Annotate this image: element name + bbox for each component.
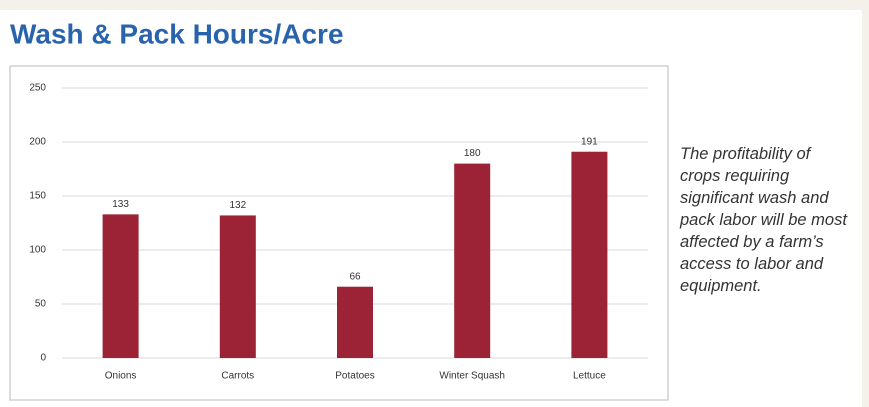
value-label: 66 [349, 271, 361, 282]
x-tick-label: Carrots [221, 371, 254, 382]
x-tick-label: Winter Squash [439, 371, 505, 382]
x-tick-label: Onions [105, 371, 137, 382]
bar [219, 215, 256, 358]
y-tick-label: 150 [29, 191, 46, 202]
y-tick-label: 50 [35, 299, 47, 310]
chart-title: Wash & Pack Hours/Acre [10, 18, 344, 49]
value-label: 180 [464, 148, 481, 159]
y-tick-label: 200 [29, 137, 46, 148]
x-tick-label: Lettuce [573, 371, 606, 382]
bar [454, 163, 491, 358]
bar [337, 286, 373, 358]
value-label: 132 [229, 200, 246, 211]
y-tick-label: 0 [40, 353, 46, 364]
value-label: 191 [581, 136, 598, 147]
y-tick-label: 250 [29, 83, 46, 94]
x-tick-label: Potatoes [335, 371, 374, 382]
annotation: The profitability of crops requiring sig… [680, 145, 847, 295]
value-label: 133 [112, 199, 129, 210]
bar [102, 214, 139, 358]
bar [571, 151, 608, 358]
y-tick-label: 100 [29, 245, 46, 256]
